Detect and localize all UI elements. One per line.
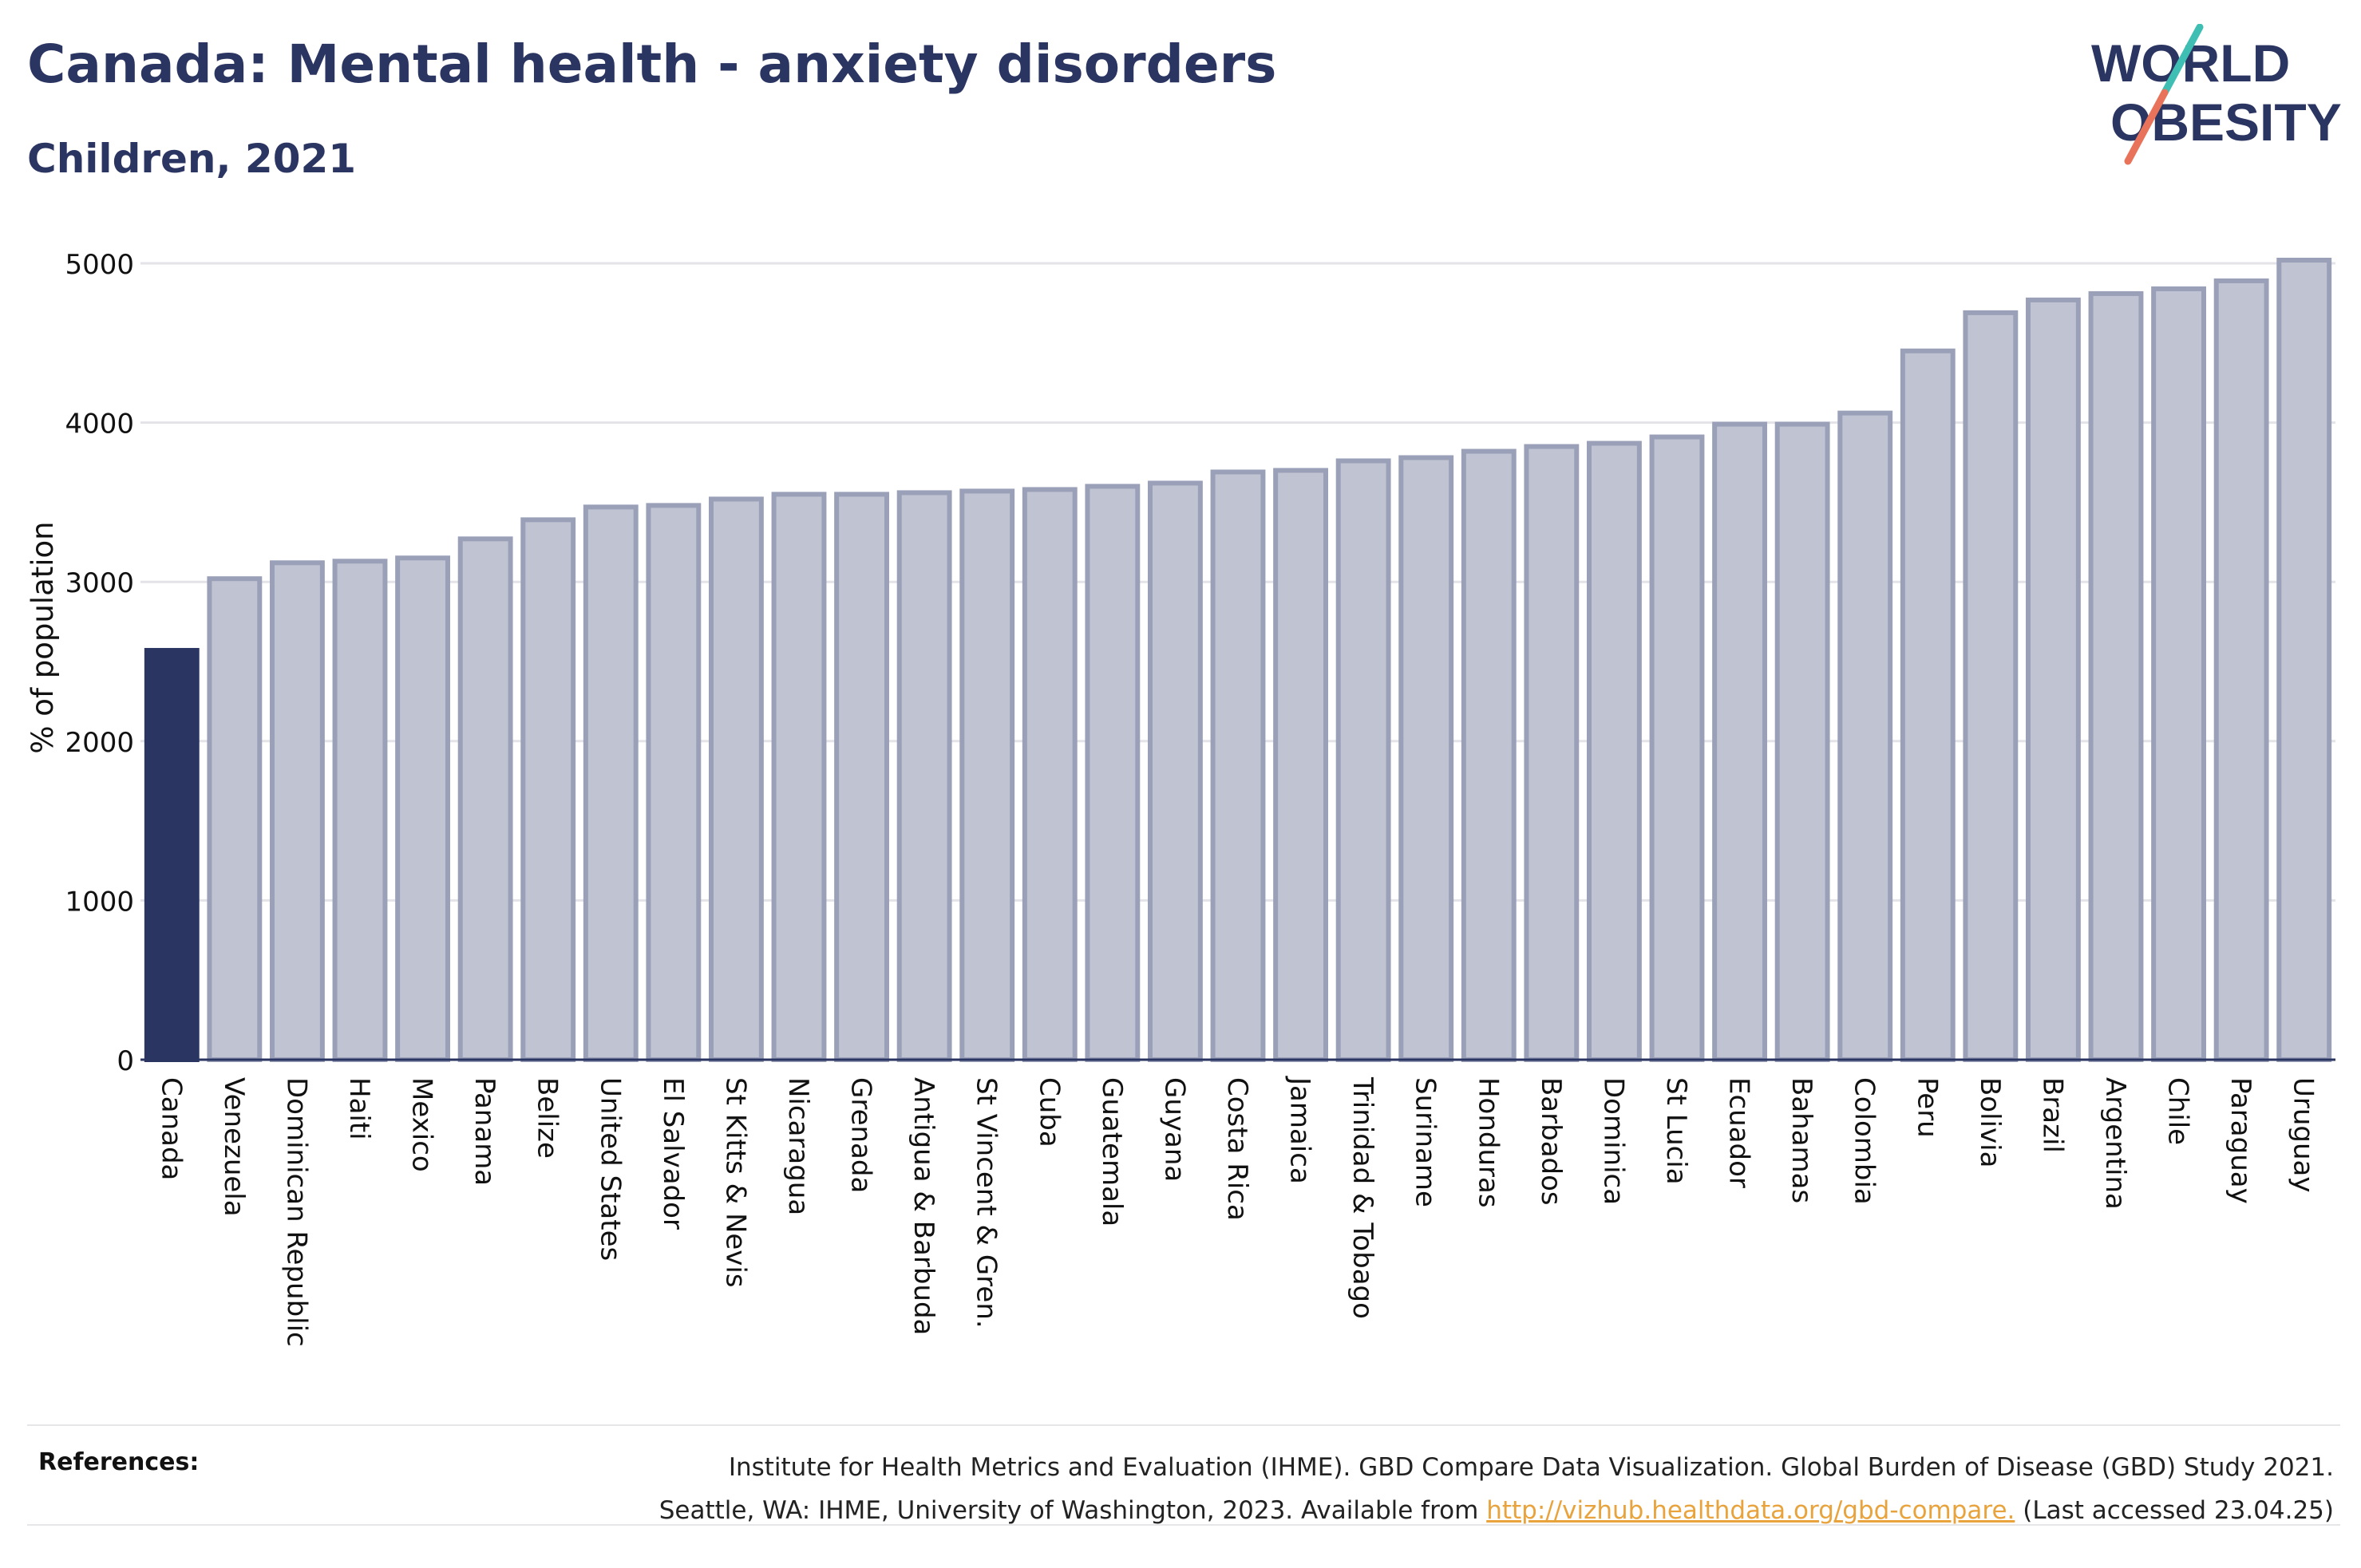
x-tick-label: Trinidad & Tobago <box>1347 1076 1378 1319</box>
bar-paraguay <box>2213 278 2269 1062</box>
y-tick-label: 4000 <box>65 409 134 440</box>
logo-slash-teal <box>2161 24 2204 97</box>
bar-venezuela <box>207 576 263 1062</box>
x-tick-label: Argentina <box>2099 1077 2131 1210</box>
references-text: Institute for Health Metrics and Evaluat… <box>498 1446 2334 1532</box>
bar-bahamas <box>1774 421 1830 1062</box>
x-tick-label: Uruguay <box>2288 1077 2319 1193</box>
x-tick-label: United States <box>594 1077 626 1261</box>
x-tick-label: Antigua & Barbuda <box>908 1077 939 1335</box>
bar-chile <box>2151 286 2206 1063</box>
chart-title: Canada: Mental health - anxiety disorder… <box>27 34 1277 95</box>
bars <box>144 258 2332 1063</box>
bar-haiti <box>332 559 388 1062</box>
bar-bolivia <box>1963 310 2019 1063</box>
x-tick-label: Dominican Republic <box>280 1077 312 1347</box>
references-divider-top <box>27 1424 2340 1426</box>
y-tick-label: 3000 <box>65 567 134 599</box>
x-tick-label: Nicaragua <box>782 1077 814 1215</box>
x-tick-label: Haiti <box>343 1077 375 1140</box>
bar-colombia <box>1837 410 1893 1062</box>
bar-cuba <box>1022 487 1078 1062</box>
bar-united-states <box>583 504 639 1062</box>
world-obesity-logo: WORLD OBESITY <box>2091 24 2342 165</box>
x-tick-label: Ecuador <box>1723 1077 1755 1188</box>
y-tick-label: 0 <box>117 1045 134 1077</box>
references-line-2-post: (Last accessed 23.04.25) <box>2023 1496 2334 1525</box>
bar-guatemala <box>1085 484 1141 1062</box>
x-tick-label: Bahamas <box>1786 1077 1817 1203</box>
x-tick-label: Brazil <box>2036 1077 2068 1153</box>
x-tick-label: St Kitts & Nevis <box>719 1077 751 1288</box>
bar-jamaica <box>1273 468 1328 1062</box>
references-line-1: Institute for Health Metrics and Evaluat… <box>728 1453 2334 1482</box>
bar-suriname <box>1398 455 1454 1062</box>
x-tick-label: Dominica <box>1597 1077 1629 1205</box>
bar-guyana <box>1148 480 1203 1062</box>
bar-chart: 0 1000 2000 3000 4000 5000 % of population Ca… <box>26 249 2335 1347</box>
x-tick-label: Panama <box>469 1077 500 1186</box>
bar-dominican-republic <box>270 560 325 1062</box>
bar-brazil <box>2026 297 2081 1062</box>
x-tick-label: Belize <box>532 1077 564 1159</box>
x-tick-label: Mexico <box>406 1077 438 1172</box>
x-tick-label: Barbados <box>1535 1077 1567 1206</box>
x-tick-label: Cuba <box>1033 1077 1065 1147</box>
y-tick-label: 2000 <box>65 727 134 759</box>
y-tick-label: 1000 <box>65 886 134 918</box>
bar-peru <box>1900 348 1956 1062</box>
x-tick-label: St Lucia <box>1660 1077 1692 1185</box>
references-line-2: Seattle, WA: IHME, University of Washing… <box>498 1489 2334 1532</box>
bar-ecuador <box>1712 421 1767 1062</box>
bar-canada <box>144 648 200 1062</box>
x-tick-label: El Salvador <box>657 1077 689 1230</box>
x-tick-label: Colombia <box>1849 1077 1880 1205</box>
bar-argentina <box>2088 290 2144 1062</box>
x-axis-ticks: Canada Venezuela Dominican Republic Haiti Me… <box>155 1076 2319 1347</box>
bar-honduras <box>1461 448 1517 1062</box>
x-tick-label: Guyana <box>1158 1077 1190 1182</box>
x-tick-label: Chile <box>2162 1077 2194 1145</box>
x-tick-label: Bolivia <box>1974 1077 2006 1167</box>
x-tick-label: Canada <box>155 1077 187 1180</box>
x-tick-label: Venezuela <box>218 1077 250 1217</box>
references-divider-bottom <box>27 1524 2340 1526</box>
bar-antigua-barbuda <box>896 490 952 1062</box>
bar-st-kitts-nevis <box>709 496 764 1062</box>
x-tick-label: Paraguay <box>2225 1077 2256 1204</box>
y-axis-ticks: 0 1000 2000 3000 4000 5000 <box>65 249 134 1077</box>
y-tick-label: 5000 <box>65 249 134 281</box>
x-tick-label: Grenada <box>845 1077 877 1193</box>
bar-grenada <box>834 492 889 1062</box>
bar-nicaragua <box>771 492 827 1062</box>
x-tick-label: Suriname <box>1410 1077 1442 1207</box>
x-tick-label: St Vincent & Gren. <box>971 1077 1003 1329</box>
bar-uruguay <box>2276 258 2332 1062</box>
bar-st-lucia <box>1649 434 1705 1062</box>
bar-costa-rica <box>1210 469 1266 1062</box>
bar-dominica <box>1587 440 1642 1062</box>
bar-mexico <box>395 555 450 1062</box>
logo-slash-coral <box>2124 89 2169 165</box>
y-axis-label: % of population <box>26 521 60 753</box>
bar-trinidad-tobago <box>1335 458 1391 1062</box>
references-label: References: <box>38 1448 200 1476</box>
bar-panama <box>457 536 513 1062</box>
bar-el-salvador <box>646 503 702 1062</box>
x-tick-label: Honduras <box>1472 1077 1504 1208</box>
x-tick-label: Jamaica <box>1284 1076 1316 1184</box>
references-line-2-pre: Seattle, WA: IHME, University of Washing… <box>658 1496 1479 1525</box>
chart-subtitle: Children, 2021 <box>27 136 357 182</box>
x-tick-label: Costa Rica <box>1221 1077 1253 1221</box>
references-link[interactable]: http://vizhub.healthdata.org/gbd-compare… <box>1486 1496 2015 1525</box>
bar-barbados <box>1524 444 1580 1062</box>
x-tick-label: Peru <box>1911 1077 1943 1138</box>
x-tick-label: Guatemala <box>1096 1077 1128 1226</box>
bar-st-vincent-gren- <box>959 488 1015 1062</box>
bar-belize <box>520 517 576 1062</box>
